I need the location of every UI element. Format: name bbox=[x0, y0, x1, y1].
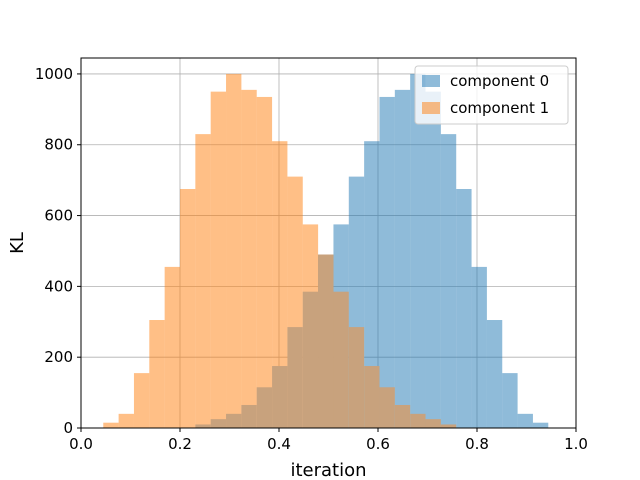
bar-overlap bbox=[333, 291, 349, 428]
histogram-bars bbox=[103, 73, 549, 429]
y-tick-label: 0 bbox=[63, 419, 73, 437]
legend-label-component-0: component 0 bbox=[450, 72, 549, 90]
bar-component-1 bbox=[118, 413, 134, 428]
x-tick-label: 0.0 bbox=[69, 435, 93, 453]
legend-label-component-1: component 1 bbox=[450, 99, 549, 117]
bar-component-1 bbox=[210, 91, 227, 429]
y-tick-label: 200 bbox=[44, 348, 73, 366]
bar-overlap bbox=[195, 424, 211, 428]
bar-component-1 bbox=[149, 320, 165, 428]
x-tick-label: 1.0 bbox=[564, 435, 588, 453]
legend-box bbox=[414, 65, 569, 125]
bar-component-0 bbox=[486, 320, 503, 428]
bar-component-1 bbox=[180, 189, 196, 428]
y-tick-label: 1000 bbox=[35, 65, 73, 83]
y-tick-label: 600 bbox=[44, 207, 73, 225]
bar-overlap bbox=[318, 254, 334, 428]
legend: component 0 component 1 bbox=[414, 65, 569, 125]
y-axis-title: KL bbox=[7, 232, 28, 254]
bar-component-0 bbox=[425, 91, 441, 429]
bar-overlap bbox=[256, 387, 273, 428]
bar-overlap bbox=[302, 291, 319, 428]
y-tick-label: 800 bbox=[44, 136, 73, 154]
bar-overlap bbox=[440, 424, 457, 428]
bar-overlap bbox=[364, 366, 380, 428]
bar-component-1 bbox=[241, 89, 257, 428]
bar-component-0 bbox=[471, 266, 487, 428]
y-axis: 0 200 400 600 800 1000 bbox=[35, 65, 81, 437]
bar-component-0 bbox=[532, 422, 549, 428]
bar-component-1 bbox=[256, 96, 273, 429]
bar-component-1 bbox=[103, 422, 119, 428]
bar-component-0 bbox=[364, 141, 380, 428]
bar-overlap bbox=[272, 366, 288, 428]
x-tick-label: 0.2 bbox=[168, 435, 192, 453]
bar-component-0 bbox=[440, 134, 457, 429]
y-tick-label: 400 bbox=[44, 277, 73, 295]
x-tick-label: 0.4 bbox=[267, 435, 291, 453]
bar-component-1 bbox=[133, 373, 150, 428]
bar-overlap bbox=[394, 404, 411, 428]
bar-component-1 bbox=[272, 141, 288, 428]
bar-overlap bbox=[425, 419, 441, 428]
bar-component-0 bbox=[379, 96, 395, 429]
bar-component-0 bbox=[517, 413, 533, 428]
x-axis-title: iteration bbox=[290, 460, 366, 480]
bar-component-1 bbox=[164, 266, 180, 428]
bar-overlap bbox=[226, 413, 242, 428]
bar-component-1 bbox=[226, 73, 242, 428]
x-tick-label: 0.6 bbox=[366, 435, 390, 453]
x-axis: 0.0 0.2 0.4 0.6 0.8 1.0 bbox=[69, 428, 588, 453]
bar-overlap bbox=[287, 327, 303, 428]
bar-overlap bbox=[410, 413, 426, 428]
bar-overlap bbox=[348, 327, 365, 428]
bar-component-0 bbox=[502, 373, 518, 428]
bar-overlap bbox=[241, 404, 257, 428]
plot-frame bbox=[80, 57, 577, 429]
bar-component-0 bbox=[410, 73, 426, 428]
x-tick-label: 0.8 bbox=[465, 435, 489, 453]
bar-overlap bbox=[379, 387, 395, 428]
bar-component-1 bbox=[195, 134, 211, 429]
bar-component-0 bbox=[456, 189, 472, 428]
legend-swatch-component-0 bbox=[422, 75, 440, 87]
bar-component-0 bbox=[394, 89, 411, 428]
legend-swatch-component-1 bbox=[422, 102, 440, 114]
bar-overlap bbox=[210, 419, 227, 428]
